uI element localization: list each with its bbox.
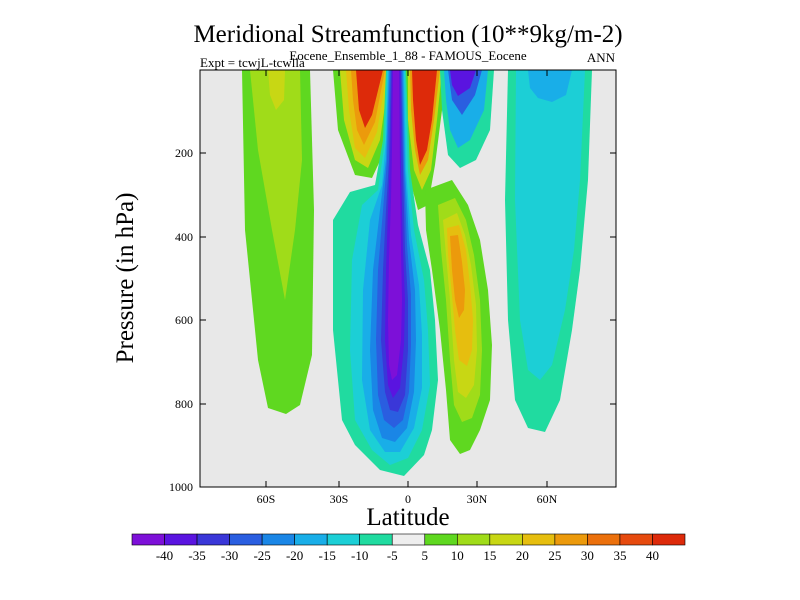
x-axis-label: Latitude xyxy=(366,504,449,531)
x-tick-label: 30N xyxy=(467,492,488,506)
colorbar-swatch xyxy=(652,533,686,546)
colorbar-label: -20 xyxy=(286,548,303,563)
y-tick-label: 400 xyxy=(175,230,193,244)
colorbar-swatch xyxy=(522,533,556,546)
chart-subtitle: Eocene_Ensemble_1_88 - FAMOUS_Eocene xyxy=(289,48,527,63)
y-tick-label: 600 xyxy=(175,313,193,327)
contour-northern-upper-neg-35 xyxy=(450,70,476,96)
contour-northern-highlat-neg-10 xyxy=(515,70,585,380)
plot-area xyxy=(199,69,617,488)
colorbar-swatch xyxy=(294,533,328,546)
y-tick-label: 200 xyxy=(175,146,193,160)
colorbar-label: 20 xyxy=(516,548,529,563)
colorbar-label: 40 xyxy=(646,548,659,563)
colorbar-swatch xyxy=(326,533,361,546)
colorbar-label: -35 xyxy=(188,548,205,563)
colorbar-swatch xyxy=(359,533,393,546)
colorbar-label: -40 xyxy=(156,548,173,563)
chart-title: Meridional Streamfunction (10**9kg/m-2) xyxy=(193,21,622,48)
colorbar-label: 30 xyxy=(581,548,594,563)
colorbar-swatch xyxy=(424,533,458,546)
season-label: ANN xyxy=(587,50,616,65)
experiment-label: Expt = tcwjL-tcwlla xyxy=(200,55,305,70)
contour-northern-highlat-neg-15 xyxy=(528,70,572,102)
contour-southern-cell-mid xyxy=(250,70,302,300)
colorbar-swatch xyxy=(456,533,491,546)
colorbar-swatch xyxy=(131,533,165,546)
colorbar-swatch xyxy=(261,533,295,546)
contour-southern-cell-inner xyxy=(268,70,285,110)
colorbar-label: 5 xyxy=(422,548,429,563)
x-tick-label: 60N xyxy=(537,492,558,506)
colorbar-label: -30 xyxy=(221,548,238,563)
colorbar-label: 35 xyxy=(613,548,626,563)
colorbar-label: 10 xyxy=(451,548,464,563)
colorbar-swatch xyxy=(489,533,523,546)
y-axis-label: Pressure (in hPa) xyxy=(112,193,139,364)
tick-marks xyxy=(200,70,616,487)
colorbar-label: -5 xyxy=(387,548,398,563)
x-tick-label: 30S xyxy=(330,492,349,506)
y-tick-label: 1000 xyxy=(169,480,193,494)
colorbar-label: -25 xyxy=(253,548,270,563)
colorbar: -40 -35 -30 -25 -20 -15 -10 -5 5 10 15 20 25 30 35 40 xyxy=(131,533,686,563)
y-tick-label: 800 xyxy=(175,397,193,411)
contour-northern-pos-25 xyxy=(450,235,465,318)
x-tick-label: 60S xyxy=(257,492,276,506)
colorbar-swatch xyxy=(554,533,588,546)
colorbar-swatch xyxy=(391,533,426,546)
colorbar-label: 25 xyxy=(548,548,561,563)
colorbar-label: -10 xyxy=(351,548,368,563)
colorbar-label: -15 xyxy=(319,548,336,563)
colorbar-swatch xyxy=(619,533,653,546)
colorbar-swatch xyxy=(229,533,263,546)
colorbar-swatch xyxy=(587,533,621,546)
contour-fills xyxy=(242,70,592,476)
colorbar-swatch xyxy=(196,533,230,546)
contour-equatorial-neg-40 xyxy=(388,70,402,380)
plot-frame xyxy=(199,69,617,488)
contour-southern-hadley-40 xyxy=(356,70,383,128)
x-tick-label: 0 xyxy=(405,492,411,506)
colorbar-label: 15 xyxy=(483,548,496,563)
colorbar-swatch xyxy=(164,533,198,546)
contour-northern-hadley-40 xyxy=(412,70,437,165)
